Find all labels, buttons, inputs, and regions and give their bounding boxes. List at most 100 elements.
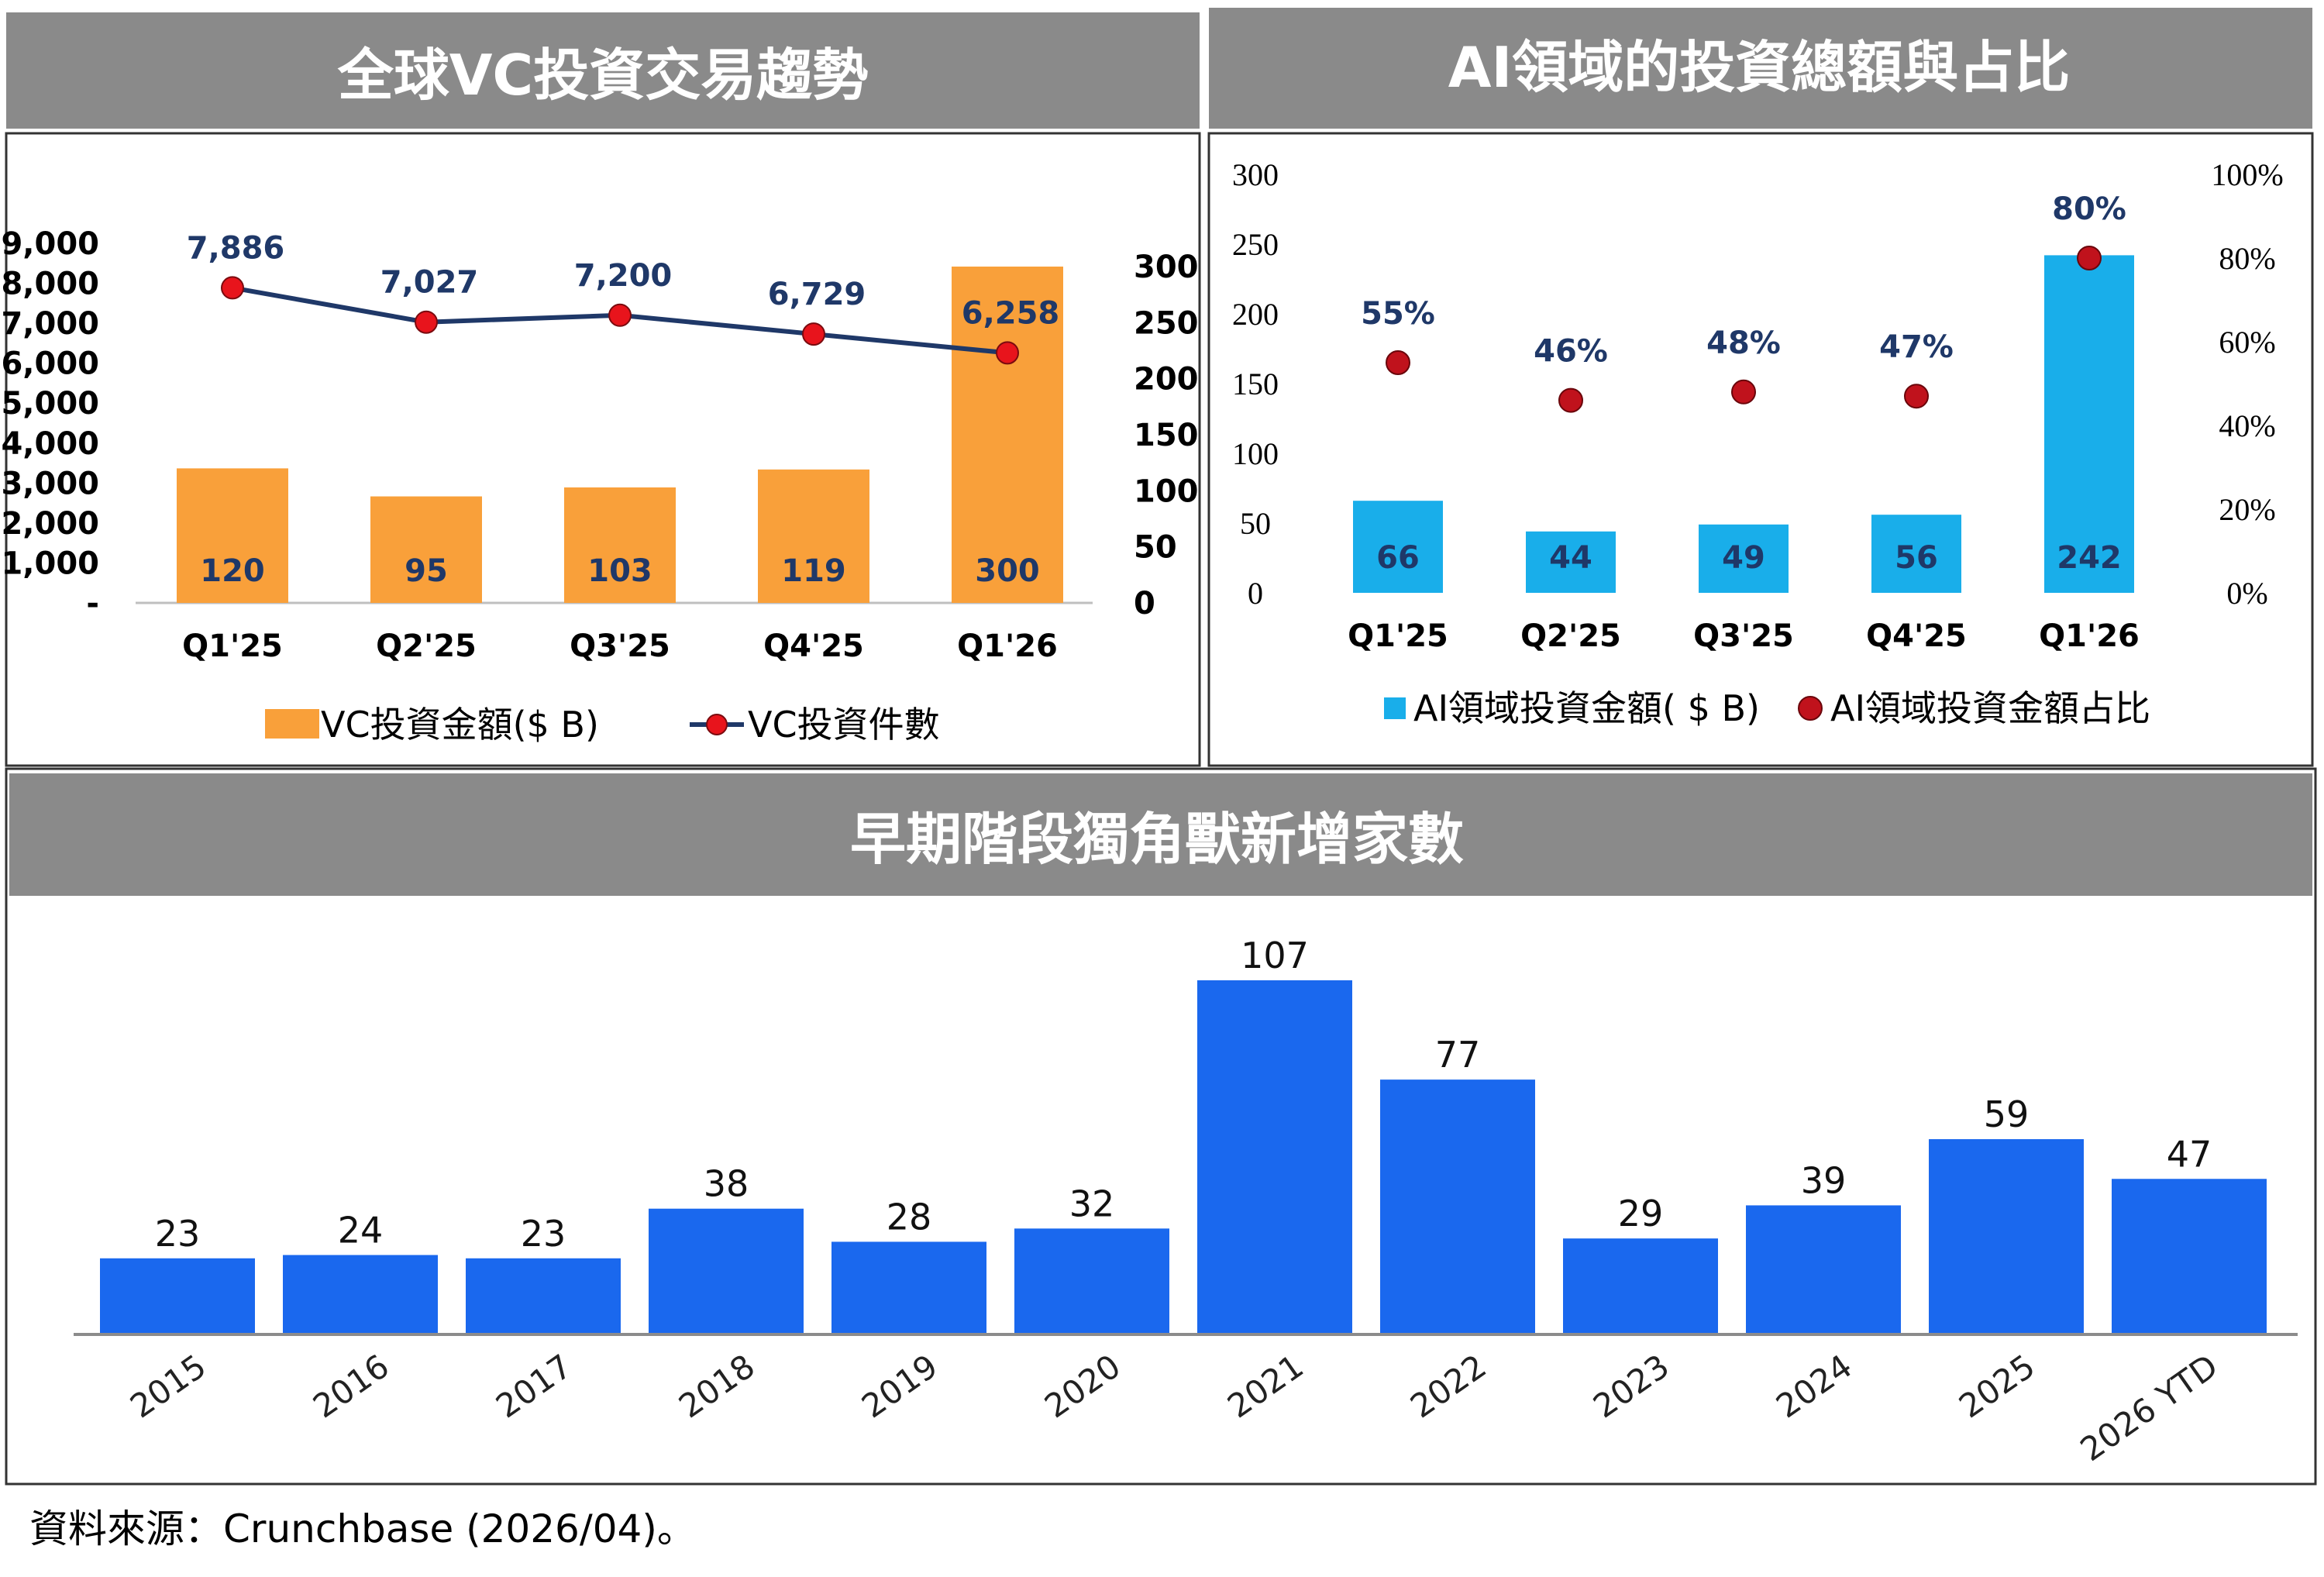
vc-count-point: [997, 342, 1018, 363]
year-label: 2019: [855, 1347, 945, 1425]
year-label: 2025: [1952, 1347, 2042, 1425]
legend: AI領域投資金額( $ B) AI領域投資金額占比: [1384, 687, 2150, 729]
left-axis-tick: 3,000: [1, 466, 99, 501]
right-axis-tick: 300: [1134, 250, 1199, 285]
left-axis-tick: 2,000: [1, 506, 99, 542]
unicorn-bar-label: 23: [155, 1213, 201, 1255]
right-axis-tick: 50: [1134, 530, 1177, 566]
left-axis-tick: 100: [1232, 436, 1279, 471]
ai-share-label: 80%: [2052, 191, 2126, 227]
unicorn-bar-label: 29: [1618, 1193, 1664, 1234]
year-label: 2017: [489, 1347, 579, 1425]
left-axis-tick: 1,000: [1, 546, 99, 581]
right-axis-tick: 200: [1134, 362, 1199, 398]
panel-ai-frame: [1209, 133, 2312, 766]
year-label: 2023: [1586, 1347, 1676, 1425]
unicorn-bar-label: 38: [704, 1163, 749, 1205]
right-axis-ticks: 0%20%40%60%80%100%: [2211, 157, 2283, 611]
right-axis-tick: 0: [1134, 586, 1155, 622]
ai-share-label: 48%: [1706, 325, 1781, 361]
left-axis-tick: 4,000: [1, 426, 99, 462]
vc-amount-bar-label: 119: [781, 553, 846, 589]
legend-marker-vc-count: [707, 714, 727, 735]
left-axis-tick: 6,000: [1, 346, 99, 382]
category-label: Q4'25: [1866, 618, 1967, 654]
category-label: Q1'26: [2039, 618, 2140, 654]
category-label: Q2'25: [376, 628, 477, 664]
right-axis-tick: 40%: [2219, 408, 2275, 443]
vc-count-label: 7,886: [187, 230, 285, 266]
vc-count-point: [609, 305, 631, 326]
unicorn-bar: [283, 1255, 438, 1334]
vc-amount-bar-label: 300: [975, 553, 1040, 589]
vc-count-label: 7,200: [574, 258, 673, 294]
left-axis-ticks: 0 50 100 150 200 250 300: [1232, 157, 1279, 611]
unicorn-bar-label: 107: [1241, 935, 1309, 976]
unicorn-bar: [466, 1259, 621, 1334]
unicorn-bar: [1197, 980, 1352, 1334]
ai-amount-bar-label: 66: [1376, 540, 1420, 576]
year-label: 2024: [1769, 1347, 1859, 1425]
year-label: 2018: [672, 1347, 762, 1425]
vc-count-label: 7,027: [380, 265, 479, 301]
unicorn-bar: [1929, 1139, 2084, 1334]
panel-vc-trend-title: 全球VC投資交易趨勢: [337, 43, 869, 108]
year-label: 2026 YTD: [2074, 1347, 2225, 1469]
ai-share-point: [1732, 380, 1755, 404]
vc-amount-bar-label: 120: [200, 553, 265, 589]
legend-swatch-vc-amount: [265, 709, 319, 739]
left-axis-tick: 9,000: [1, 226, 99, 262]
category-labels: Q1'25 Q2'25 Q3'25 Q4'25 Q1'26: [1348, 618, 2140, 654]
category-label: Q2'25: [1520, 618, 1621, 654]
unicorn-bar: [1014, 1228, 1169, 1334]
vc-count-point: [222, 277, 243, 298]
ai-share-point: [1386, 351, 1410, 374]
ai-amount-bar-label: 49: [1722, 540, 1765, 576]
right-axis-tick: 20%: [2219, 492, 2275, 527]
category-label: Q3'25: [1693, 618, 1794, 654]
left-axis-tick: 7,000: [1, 306, 99, 342]
vc-count-label: 6,258: [962, 295, 1060, 331]
vc-count-point: [415, 312, 437, 333]
right-axis-tick: 150: [1134, 418, 1199, 453]
infographic-canvas: 全球VC投資交易趨勢 -1,0002,0003,0004,0005,0006,0…: [0, 0, 2324, 1577]
right-axis-tick: 80%: [2219, 241, 2275, 276]
left-axis-tick: 150: [1232, 367, 1279, 401]
unicorn-bar-label: 23: [521, 1213, 566, 1255]
panel-ai-title: AI領域的投資總額與占比: [1448, 35, 2071, 100]
left-axis-tick: 200: [1232, 297, 1279, 332]
legend-marker-ai-share: [1799, 697, 1822, 720]
category-label: Q1'25: [1348, 618, 1448, 654]
panel-unicorns-title: 早期階段獨角獸新增家數: [850, 807, 1464, 872]
left-axis-tick: 300: [1232, 157, 1279, 192]
right-axis-tick: 100: [1134, 473, 1199, 509]
ai-share-label: 47%: [1879, 329, 1954, 365]
year-label: 2022: [1403, 1347, 1493, 1425]
right-axis-ticks: 0 50 100 150 200 250 300: [1134, 250, 1199, 622]
year-labels: 2015 2016 2017 2018 2019 2020 2021 2022 2023 2024…: [123, 1347, 2225, 1469]
unicorn-bar: [2112, 1179, 2267, 1334]
left-axis-tick: 0: [1248, 576, 1263, 611]
source-note: 資料來源：Crunchbase (2026/04)。: [29, 1506, 696, 1551]
ai-share-label: 55%: [1361, 296, 1435, 332]
left-axis-tick: 250: [1232, 227, 1279, 262]
unicorn-bar: [831, 1241, 986, 1334]
panel-unicorns: 早期階段獨角獸新增家數 23 24 233828 321077729395947 20…: [6, 769, 2315, 1484]
ai-amount-bars: 66 44 49 56 242: [1353, 255, 2134, 593]
left-axis-tick: -: [86, 586, 99, 622]
left-axis-ticks: -1,0002,0003,0004,0005,0006,0007,0008,00…: [1, 226, 99, 622]
unicorn-bar-label: 47: [2167, 1133, 2212, 1175]
right-axis-tick: 250: [1134, 305, 1199, 341]
ai-amount-bar-label: 242: [2057, 540, 2122, 576]
panel-ai-investment: AI領域的投資總額與占比 0 50 100 150 200 250 300 0% 20% 40%…: [1209, 8, 2312, 766]
category-label: Q1'25: [182, 628, 283, 664]
unicorn-bar-label: 24: [338, 1209, 384, 1251]
legend: VC投資金額($ B) VC投資件數: [265, 704, 940, 745]
legend-label-ai-share: AI領域投資金額占比: [1830, 687, 2150, 729]
vc-amount-bar-label: 95: [405, 553, 448, 589]
ai-share-label: 46%: [1534, 334, 1608, 370]
left-axis-tick: 50: [1240, 506, 1271, 541]
legend-swatch-ai-amount: [1384, 697, 1406, 719]
unicorn-bar-label: 28: [887, 1196, 932, 1238]
category-labels: Q1'25 Q2'25 Q3'25 Q4'25 Q1'26: [182, 628, 1058, 664]
